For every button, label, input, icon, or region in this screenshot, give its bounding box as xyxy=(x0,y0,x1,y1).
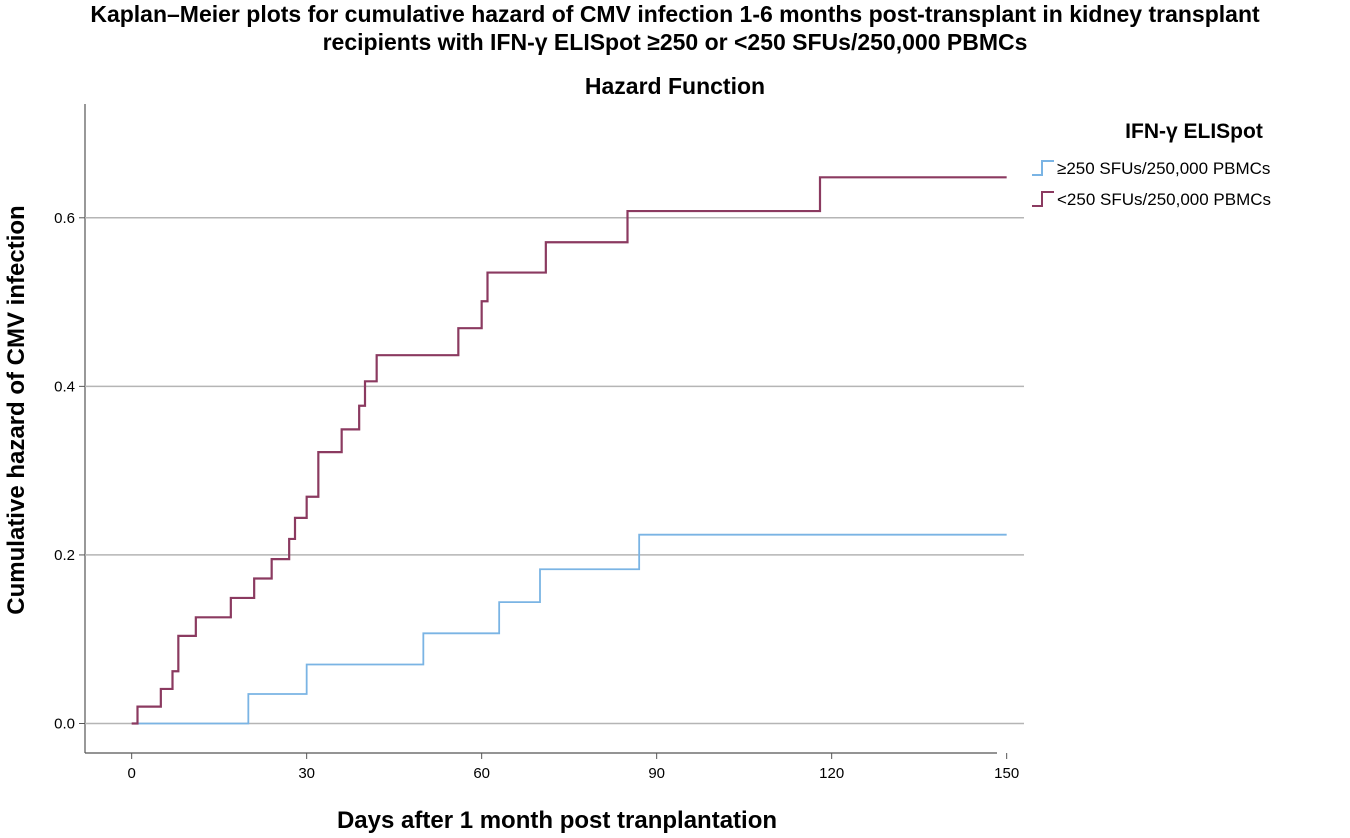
y-tick-label: 0.0 xyxy=(54,716,75,733)
series-line-high xyxy=(137,533,1007,725)
y-tick-label: 0.2 xyxy=(54,547,75,564)
x-tick-label: 150 xyxy=(994,765,1019,782)
legend: ≥250 SFUs/250,000 PBMCs <250 SFUs/250,000… xyxy=(1032,159,1271,209)
series-line-low xyxy=(131,176,1007,725)
y-tick-label: 0.4 xyxy=(54,378,75,395)
x-tick-label: 120 xyxy=(819,765,844,782)
legend-label: <250 SFUs/250,000 PBMCs xyxy=(1057,190,1271,209)
legend-title: IFN-γ ELISpot xyxy=(1125,120,1263,143)
chart-subtitle: Hazard Function xyxy=(585,73,765,99)
plot-frame xyxy=(85,104,1030,753)
series-lines xyxy=(131,176,1007,725)
y-axis: 0.0 0.2 0.4 0.6 xyxy=(54,210,85,733)
legend-label: ≥250 SFUs/250,000 PBMCs xyxy=(1057,159,1270,178)
figure-title-line-2: recipients with IFN-γ ELISpot ≥250 or <2… xyxy=(322,29,1028,55)
x-axis: 0 30 60 90 120 150 xyxy=(127,753,1019,782)
y-axis-title: Cumulative hazard of CMV infection xyxy=(3,205,30,614)
legend-swatch xyxy=(1032,191,1054,207)
gridlines xyxy=(84,104,1024,754)
x-tick-label: 60 xyxy=(473,765,490,782)
figure-title-line-1: Kaplan–Meier plots for cumulative hazard… xyxy=(90,1,1260,27)
x-tick-label: 30 xyxy=(298,765,315,782)
x-tick-label: 90 xyxy=(648,765,665,782)
x-tick-label: 0 xyxy=(127,765,135,782)
legend-swatch xyxy=(1032,160,1054,176)
y-tick-label: 0.6 xyxy=(54,210,75,227)
figure-title: Kaplan–Meier plots for cumulative hazard… xyxy=(0,0,1350,56)
x-axis-title: Days after 1 month post tranplantation xyxy=(337,807,777,834)
